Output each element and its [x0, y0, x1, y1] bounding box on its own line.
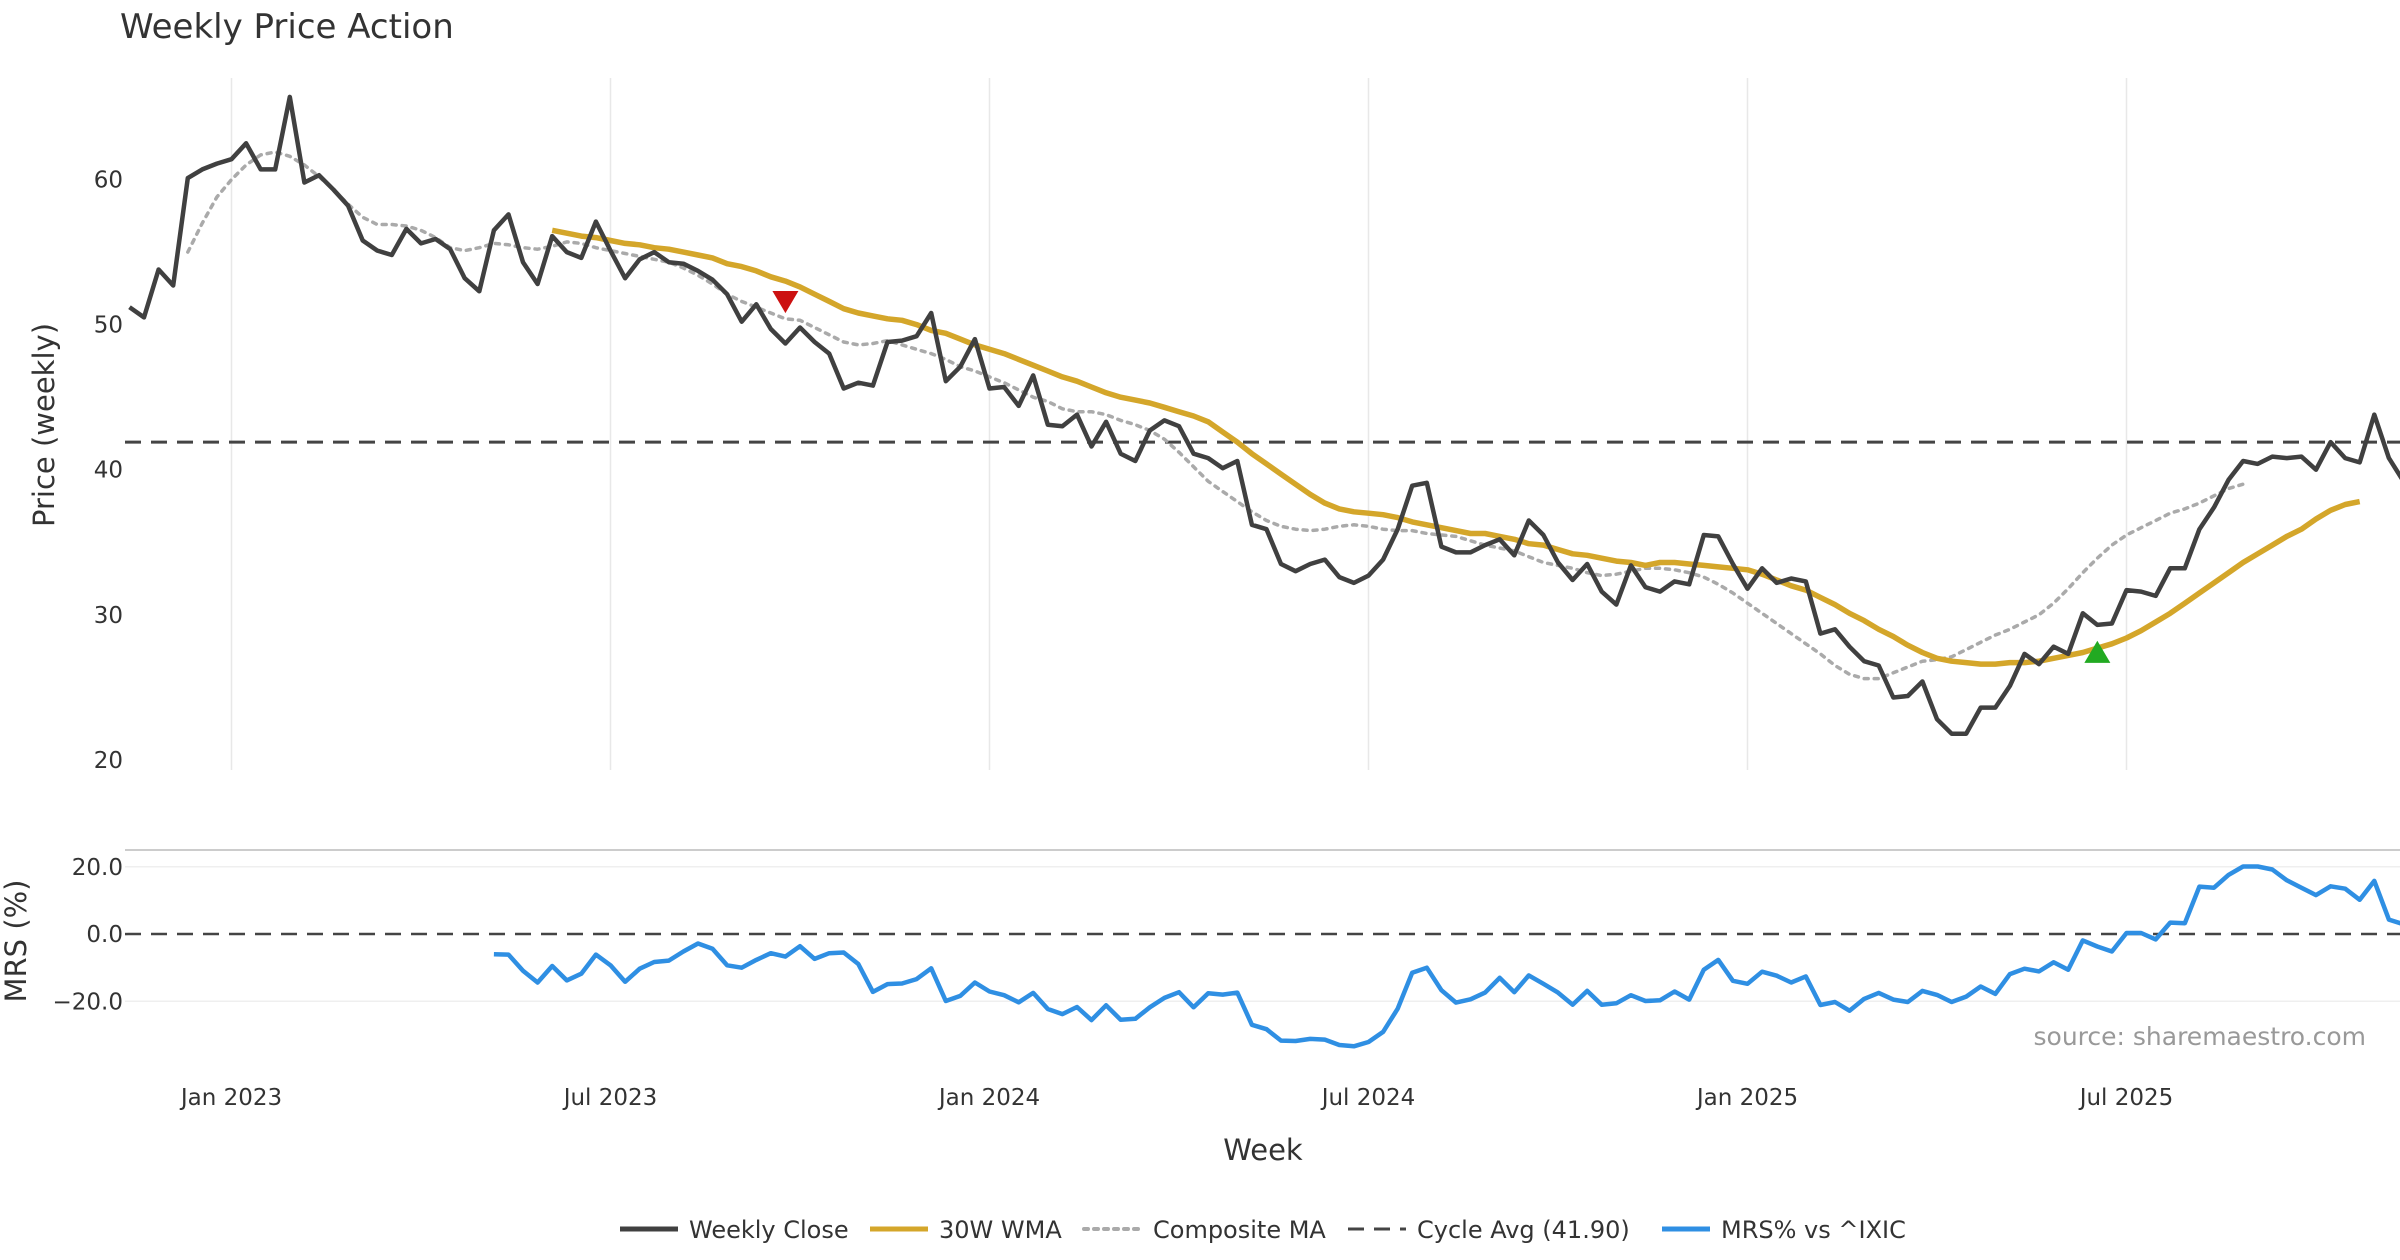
legend-label-mrs: MRS% vs ^IXIC	[1721, 1216, 1906, 1244]
x-tick-label: Jan 2023	[179, 1085, 282, 1111]
wma-30w-line	[551, 227, 2361, 667]
x-tick-label: Jul 2023	[562, 1085, 658, 1111]
mrs-line	[493, 864, 2400, 1049]
price-y-tick-label: 30	[94, 603, 123, 629]
mrs-y-tick-label: 0.0	[86, 922, 123, 948]
price-panel-grid	[230, 78, 2128, 770]
mrs-panel-frame	[125, 849, 2400, 1003]
weekly-close-line	[128, 94, 2400, 736]
x-tick-label: Jan 2025	[1695, 1085, 1798, 1111]
price-y-ticks: 20 30 40 50 60	[94, 168, 123, 774]
composite-ma-line	[186, 150, 2245, 681]
price-y-tick-label: 20	[94, 748, 123, 774]
price-y-tick-label: 40	[94, 458, 123, 484]
chart-title: Weekly Price Action	[120, 7, 454, 47]
mrs-y-tick-label: −20.0	[53, 989, 123, 1015]
buy-signal-marker	[2084, 640, 2111, 663]
x-tick-label: Jul 2025	[2078, 1085, 2174, 1111]
mrs-y-axis-label: MRS (%)	[0, 880, 33, 1003]
legend-label-composite-ma: Composite MA	[1153, 1216, 1326, 1244]
price-y-tick-label: 60	[94, 168, 123, 194]
x-tick-label: Jul 2024	[1320, 1085, 1416, 1111]
legend-label-cycle-avg: Cycle Avg (41.90)	[1417, 1216, 1630, 1244]
mrs-y-ticks: 20.0 0.0 −20.0	[53, 855, 123, 1015]
mrs-y-tick-label: 20.0	[72, 855, 123, 881]
x-axis-label: Week	[1223, 1133, 1303, 1167]
sell-signal-marker	[772, 291, 799, 314]
source-credit: source: sharemaestro.com	[2034, 1022, 2367, 1051]
chart-legend: Weekly Close 30W WMA Composite MA Cycle …	[620, 1216, 1906, 1244]
x-axis-ticks: Jan 2023 Jul 2023 Jan 2024 Jul 2024 Jan 2025…	[179, 1085, 2173, 1111]
legend-label-weekly-close: Weekly Close	[689, 1216, 849, 1244]
signal-markers	[772, 291, 2111, 663]
legend-label-30w-wma: 30W WMA	[939, 1216, 1062, 1244]
price-y-tick-label: 50	[94, 313, 123, 339]
price-y-axis-label: Price (weekly)	[27, 323, 61, 527]
x-tick-label: Jan 2024	[937, 1085, 1040, 1111]
